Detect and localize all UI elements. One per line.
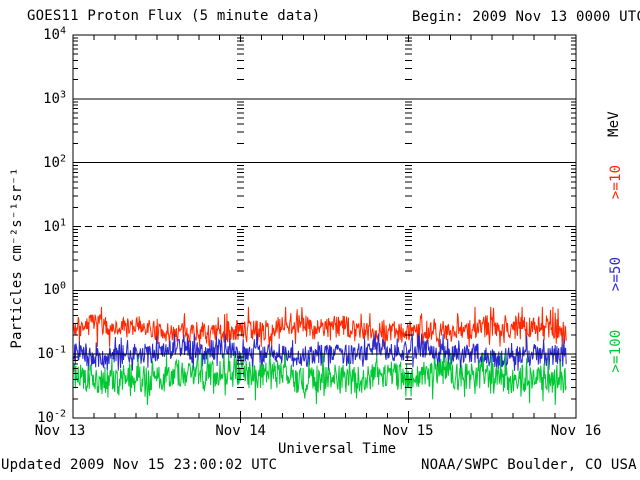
y-tick-label: 10-2	[37, 408, 66, 426]
legend-units-label: MeV	[606, 111, 622, 137]
y-tick-label: 102	[43, 153, 66, 171]
footer-updated-timestamp: Updated 2009 Nov 15 23:00:02 UTC	[1, 457, 278, 473]
begin-timestamp: Begin: 2009 Nov 13 0000 UTC	[412, 9, 640, 25]
y-tick-label: 104	[43, 25, 66, 43]
y-axis-label: Particles cm⁻²s⁻¹sr⁻¹	[9, 167, 25, 349]
y-tick-label: 103	[43, 89, 66, 107]
x-tick-label: Nov 13	[34, 423, 86, 439]
legend-item-ge100: >=100	[608, 329, 624, 373]
chart-title: GOES11 Proton Flux (5 minute data)	[27, 8, 321, 24]
x-tick-label: Nov 14	[215, 423, 266, 439]
legend-item-ge50: >=50	[608, 256, 624, 292]
x-tick-label: Nov 16	[550, 423, 602, 439]
footer-attribution: NOAA/SWPC Boulder, CO USA	[421, 457, 637, 473]
legend-item-ge10: >=10	[608, 164, 624, 200]
y-tick-label: 100	[43, 280, 66, 299]
y-tick-label: 101	[43, 216, 66, 235]
x-tick-label: Nov 15	[383, 423, 434, 439]
x-axis-label: Universal Time	[277, 441, 397, 457]
y-tick-label: 10-1	[37, 344, 66, 363]
